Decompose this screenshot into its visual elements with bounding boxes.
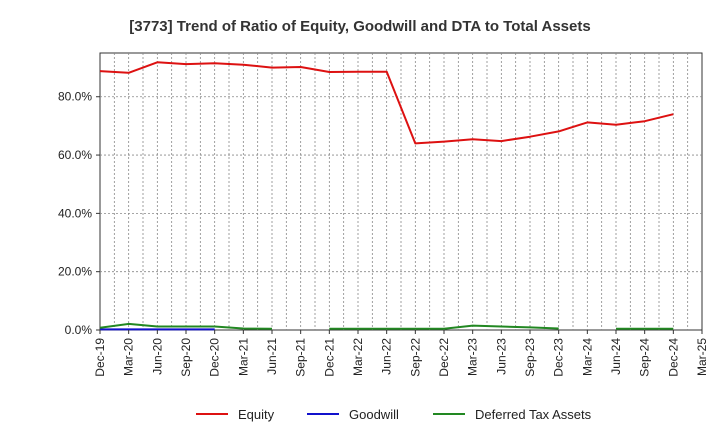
- legend-label-goodwill: Goodwill: [349, 407, 399, 422]
- x-tick-label: Jun-22: [380, 338, 394, 375]
- x-tick-label: Dec-20: [208, 338, 222, 377]
- x-tick-label: Sep-23: [523, 338, 537, 377]
- x-tick-label: Mar-25: [695, 338, 709, 376]
- x-tick-label: Dec-23: [552, 338, 566, 377]
- x-tick-label: Sep-21: [294, 338, 308, 377]
- legend-label-equity: Equity: [238, 407, 275, 422]
- grid: [99, 52, 703, 331]
- x-tick-label: Dec-21: [322, 338, 336, 377]
- x-tick-label: Mar-24: [580, 338, 594, 376]
- y-tick-label: 80.0%: [58, 90, 92, 104]
- x-tick-label: Dec-19: [93, 338, 107, 377]
- x-tick-label: Mar-21: [236, 338, 250, 376]
- x-tick-label: Mar-22: [351, 338, 365, 376]
- x-tick-label: Jun-20: [150, 338, 164, 375]
- x-tick-label: Sep-24: [638, 338, 652, 377]
- y-tick-label: 20.0%: [58, 265, 92, 279]
- y-tick-label: 40.0%: [58, 206, 92, 220]
- legend-label-deferred-tax-assets: Deferred Tax Assets: [475, 407, 592, 422]
- x-tick-label: Jun-24: [609, 338, 623, 375]
- x-tick-label: Dec-22: [437, 338, 451, 377]
- x-tick-label: Sep-22: [408, 338, 422, 377]
- x-tick-label: Mar-20: [122, 338, 136, 376]
- x-tick-label: Jun-21: [265, 338, 279, 375]
- series-line-deferred-tax-assets: [99, 322, 273, 330]
- x-tick-label: Sep-20: [179, 338, 193, 377]
- y-tick-label: 60.0%: [58, 148, 92, 162]
- y-tick-label: 0.0%: [65, 323, 93, 337]
- series-line-equity: [99, 61, 674, 145]
- axes: 0.0% 20.0% 40.0% 60.0% 80.0% Dec-19 Mar-20 Jun-…: [58, 90, 709, 377]
- x-tick-label: Jun-23: [494, 338, 508, 375]
- x-tick-label: Dec-24: [666, 338, 680, 377]
- chart-title: [3773] Trend of Ratio of Equity, Goodwil…: [129, 18, 590, 35]
- series-line-deferred-tax-assets: [329, 324, 559, 330]
- x-tick-label: Mar-23: [466, 338, 480, 376]
- legend: Equity Goodwill Deferred Tax Assets: [196, 407, 592, 422]
- series-lines: [99, 61, 674, 331]
